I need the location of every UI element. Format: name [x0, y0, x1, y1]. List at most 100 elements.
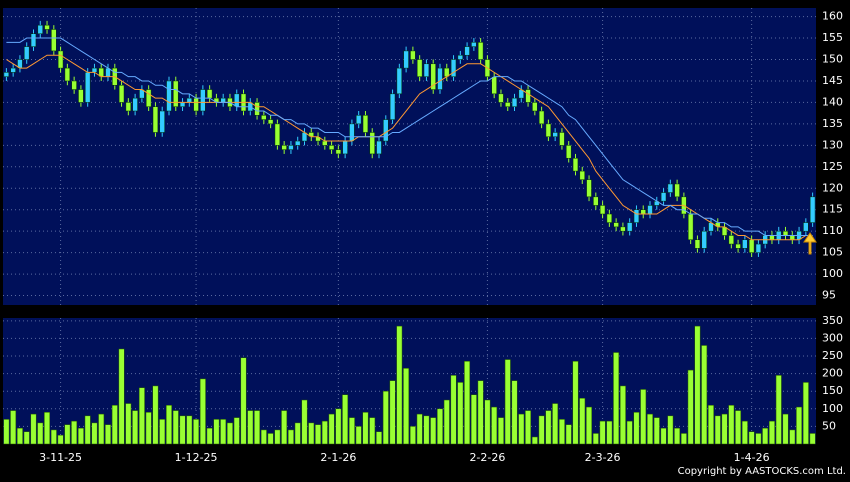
candle-body [742, 239, 748, 249]
volume-bar [674, 427, 681, 445]
volume-bar [199, 378, 206, 445]
volume-bar [491, 406, 498, 445]
x-tick-label: 2-2-26 [469, 451, 505, 464]
y-tick-label: 125 [822, 160, 843, 173]
volume-bar [409, 426, 416, 445]
volume-bar [220, 419, 227, 445]
volume-bar [145, 412, 152, 445]
candle-body [152, 106, 159, 133]
volume-bar [77, 427, 84, 445]
candle-body [125, 102, 132, 112]
candle-body [511, 97, 518, 107]
volume-bar [179, 415, 186, 445]
y-tick-label: 160 [822, 10, 843, 23]
volume-bar [321, 420, 328, 445]
volume-bar [111, 405, 118, 445]
volume-bar [315, 424, 321, 445]
volume-bar [301, 399, 308, 445]
candle-body [538, 110, 545, 125]
volume-bar [125, 403, 132, 445]
volume-bar [132, 410, 139, 445]
candle-body [118, 85, 125, 103]
volume-bar [328, 413, 335, 445]
candle-body [498, 93, 504, 103]
volume-bar [525, 410, 532, 445]
candle-body [30, 33, 37, 47]
candle-body [166, 80, 172, 112]
candle-body [145, 89, 152, 107]
volume-bar [443, 399, 450, 445]
candle-body [64, 67, 71, 82]
volume-bar [437, 408, 443, 445]
volume-bar [281, 410, 288, 445]
volume-bar [694, 325, 701, 445]
volume-bar [545, 410, 552, 445]
candle-body [24, 46, 30, 60]
candle-body [525, 89, 531, 103]
y-tick-label: 110 [822, 224, 843, 237]
volume-bar [16, 427, 23, 445]
candle-body [288, 145, 294, 150]
volume-bar [355, 426, 362, 445]
volume-bar [84, 415, 91, 445]
candle-body [667, 183, 674, 193]
candle-body [3, 72, 10, 77]
candle-body [78, 89, 84, 103]
volume-bar [308, 422, 315, 445]
candle-body [620, 226, 626, 232]
volume-bar [464, 361, 471, 445]
x-tick-label: 1-12-25 [175, 451, 218, 464]
volume-bar [342, 394, 349, 445]
candle-body [545, 123, 552, 138]
candle-body [586, 179, 592, 198]
candle-body [687, 213, 694, 241]
volume-bar [504, 359, 511, 445]
volume-bar [755, 433, 762, 445]
volume-bar [233, 417, 240, 445]
candle-body [44, 24, 50, 30]
y-tick-label: 115 [822, 203, 843, 216]
candle-body [132, 97, 138, 112]
x-tick-label: 3-11-25 [39, 451, 82, 464]
volume-bar [531, 436, 538, 445]
candle-body [566, 145, 572, 159]
candle-body [322, 140, 328, 146]
volume-bar [599, 420, 606, 445]
candle-body [809, 196, 816, 223]
x-tick-label: 2-3-26 [585, 451, 621, 464]
volume-bar [782, 413, 789, 445]
volume-bar [57, 434, 64, 445]
candle-body [267, 119, 274, 125]
candle-body [71, 80, 77, 90]
candle-body [471, 42, 477, 47]
volume-bar [10, 410, 17, 445]
volume-bar [64, 424, 71, 445]
candle-body [206, 89, 213, 99]
candle-body [450, 59, 457, 77]
candle-body [769, 235, 775, 241]
candle-body [803, 222, 809, 232]
copyright: Copyright by AASTOCKS.com Ltd. [678, 466, 846, 477]
candle-body [755, 243, 762, 253]
volume-bar [348, 417, 355, 445]
candle-body [179, 102, 186, 107]
candle-body [728, 235, 735, 245]
volume-bar [186, 415, 193, 445]
volume-bar [376, 431, 382, 445]
volume-bar [382, 390, 389, 445]
candle-body [173, 80, 179, 107]
candle-body [186, 97, 193, 103]
volume-bar [98, 413, 105, 445]
candle-body [220, 97, 226, 103]
volume-bar [741, 420, 748, 445]
candle-body [10, 67, 16, 73]
volume-tick-label: 150 [822, 384, 843, 397]
volume-bar [240, 357, 247, 445]
candle-body [281, 145, 287, 150]
candle-body [437, 67, 443, 90]
volume-bar [193, 419, 200, 445]
volume-bar [172, 410, 179, 445]
volume-bar [714, 415, 721, 445]
volume-bar [565, 424, 572, 445]
volume-tick-label: 300 [822, 331, 843, 344]
